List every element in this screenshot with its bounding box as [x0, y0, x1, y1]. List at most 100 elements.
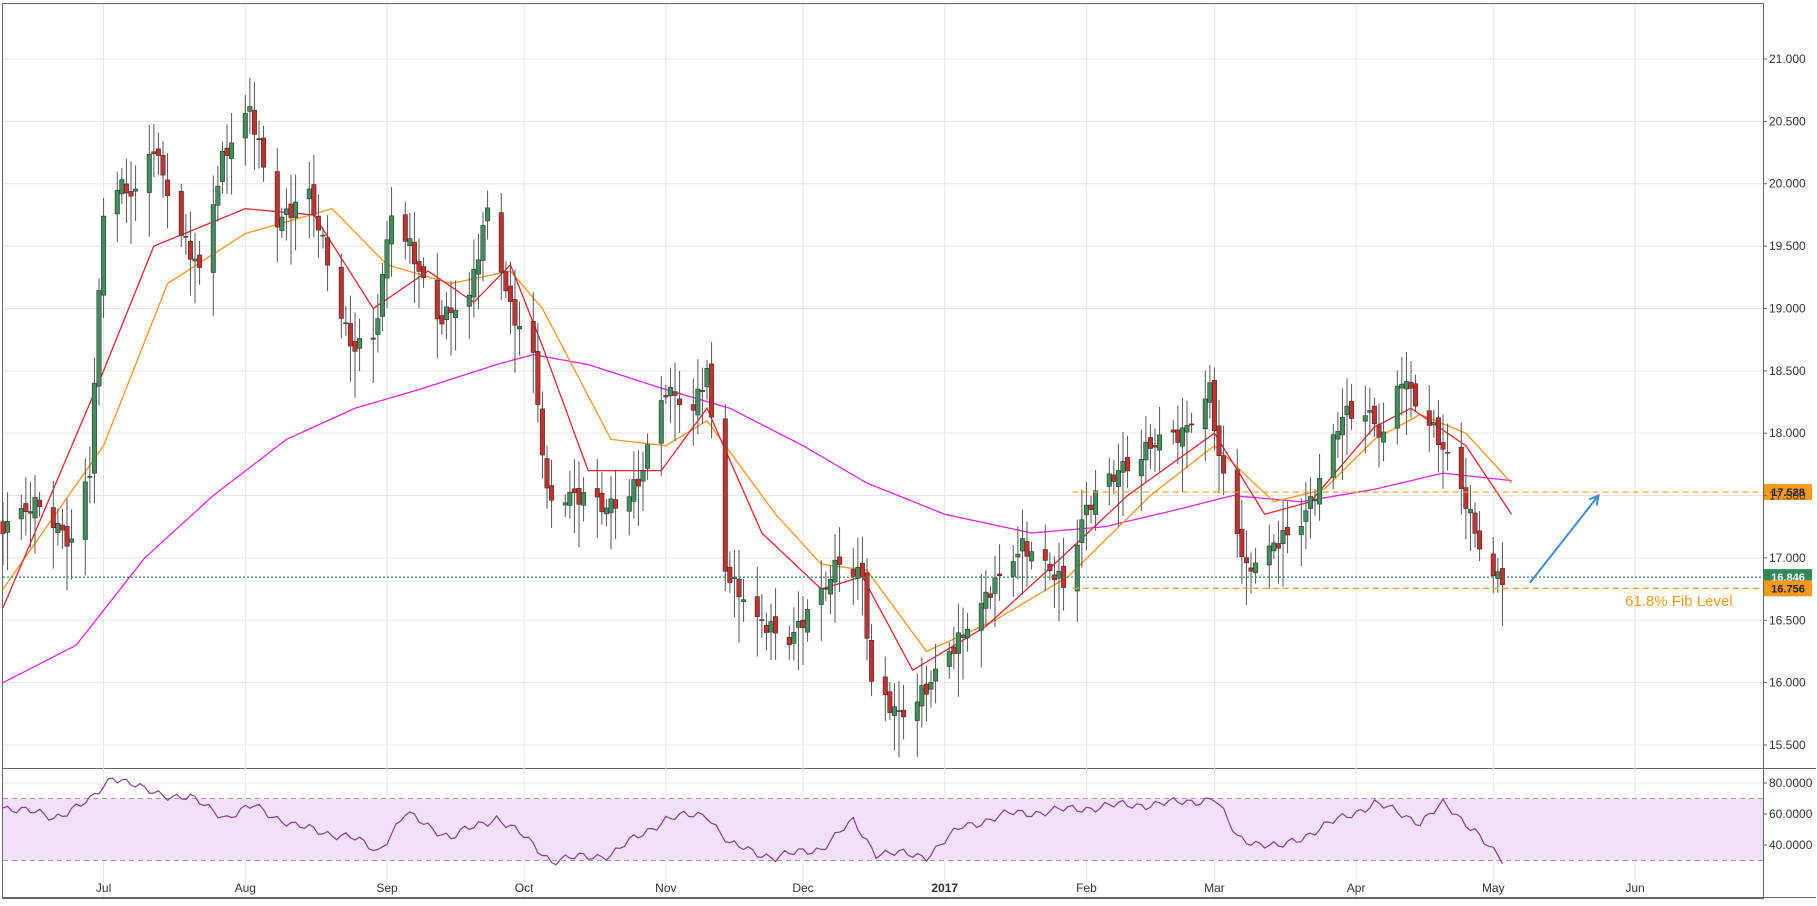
candle-up: [795, 620, 801, 628]
candle-up: [242, 113, 248, 139]
candle-up: [1010, 561, 1016, 577]
price-tick-label: 19.500: [1769, 239, 1806, 253]
candle-down: [27, 511, 33, 514]
candle-up: [1367, 410, 1373, 413]
candle-down: [1234, 469, 1240, 535]
price-tick-label: 18.500: [1769, 364, 1806, 378]
projection-arrow: [1529, 494, 1600, 584]
rsi-tick-label: 80.0000: [1769, 776, 1813, 790]
candle-up: [219, 150, 225, 182]
candle-up: [1330, 434, 1336, 478]
candle-up: [1339, 417, 1345, 436]
candle-down: [1248, 567, 1254, 572]
candle-up: [1445, 451, 1451, 454]
candle-down: [151, 151, 157, 155]
candle-up: [1120, 461, 1126, 473]
candle-down: [347, 323, 353, 347]
candle-down: [736, 578, 742, 598]
date-tick-label: Apr: [1347, 881, 1366, 895]
candle-up: [914, 701, 920, 721]
date-tick-label: Nov: [655, 881, 676, 895]
candle-up: [1115, 470, 1121, 487]
candle-up: [1179, 427, 1185, 447]
date-tick-label: Mar: [1204, 881, 1225, 895]
candle-down: [1239, 529, 1245, 557]
candle-down: [416, 261, 422, 272]
candle-down: [1221, 455, 1227, 474]
price-tick-label: 15.500: [1769, 738, 1806, 752]
candle-up: [946, 651, 952, 667]
axes: 21.000 20.500 20.000 19.500 19.000 18.500 18.0…: [96, 52, 1813, 895]
candle-down: [1152, 445, 1158, 448]
candle-down: [1490, 553, 1496, 577]
candle-down: [987, 593, 993, 598]
date-tick-label: Dec: [792, 881, 813, 895]
candle-up: [343, 322, 349, 325]
indicator-lines: [2, 207, 1513, 684]
candle-down: [1189, 423, 1195, 426]
candle-down: [1111, 474, 1117, 482]
candle-up: [119, 179, 125, 195]
candle-down: [155, 148, 161, 156]
candle-down: [864, 572, 870, 639]
candle-up: [146, 153, 152, 193]
candle-up: [891, 706, 897, 716]
candle-up: [960, 634, 966, 638]
candle-down: [951, 646, 957, 654]
candle-down: [1125, 457, 1131, 472]
rsi-tick-label: 40.0000: [1769, 838, 1813, 852]
candle-down: [1211, 379, 1217, 432]
candle-up: [731, 576, 737, 579]
candle-down: [869, 640, 875, 682]
candle-up: [1074, 544, 1080, 592]
candle-down: [251, 109, 257, 135]
candle-up: [1083, 504, 1089, 516]
candle-up: [1106, 473, 1112, 487]
candle-up: [1467, 509, 1473, 514]
date-tick-label: 2017: [931, 881, 958, 895]
candle-up: [517, 325, 523, 330]
candle-up: [357, 338, 363, 349]
candle-down: [1472, 512, 1478, 534]
candle-down: [1275, 543, 1281, 549]
candle-up: [1335, 431, 1341, 440]
candle-down: [613, 499, 619, 509]
candle-up: [91, 382, 97, 474]
candle-down: [763, 624, 769, 633]
candle-down: [261, 137, 267, 168]
candle-down: [1408, 381, 1414, 389]
candle-up: [1202, 398, 1208, 430]
candle-down: [576, 488, 582, 505]
candle-up: [1280, 530, 1286, 544]
candle-down: [599, 492, 605, 513]
candle-up: [704, 367, 710, 388]
price-tick-label: 16.000: [1769, 676, 1806, 690]
candle-up: [562, 502, 568, 506]
price-tag-label: 16.756: [1771, 583, 1805, 595]
candle-down: [64, 525, 70, 547]
candle-down: [421, 266, 427, 279]
candle-down: [507, 285, 513, 302]
candle-up: [1362, 415, 1368, 422]
candle-up: [992, 577, 998, 594]
candle-down: [800, 619, 806, 629]
candle-up: [1298, 526, 1304, 535]
candle-down: [402, 214, 408, 242]
price-tick-label: 17.500: [1769, 489, 1806, 503]
candle-down: [901, 709, 907, 718]
candle-down: [187, 240, 193, 260]
candle-down: [754, 596, 760, 617]
candle-down: [128, 191, 134, 197]
candle-down: [512, 299, 518, 326]
candle-down: [338, 266, 344, 319]
candle-down: [1458, 446, 1464, 490]
candle-up: [1271, 542, 1277, 552]
candle-down: [535, 350, 541, 405]
candle-up: [101, 215, 107, 296]
candle-down: [530, 320, 536, 353]
candle-down: [274, 171, 280, 228]
candle-up: [1019, 538, 1025, 552]
candle-up: [471, 268, 477, 298]
